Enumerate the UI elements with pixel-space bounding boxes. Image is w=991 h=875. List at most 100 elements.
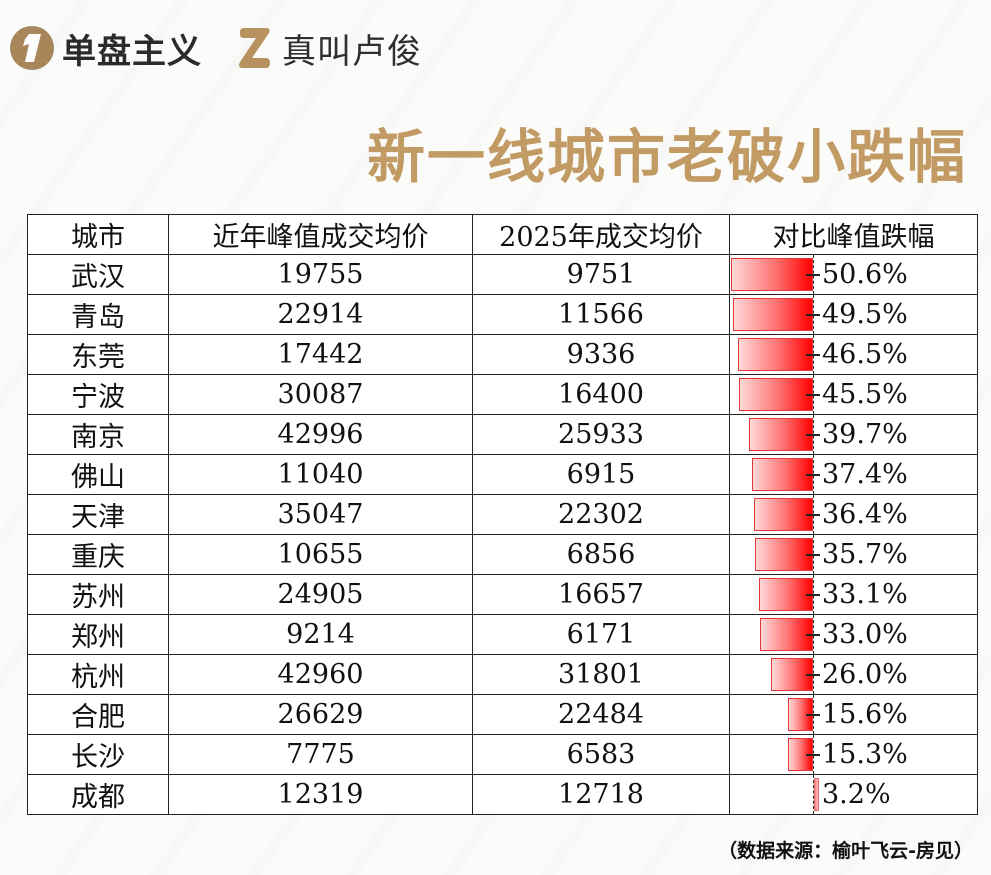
cell-2025-price: 6915 bbox=[472, 454, 730, 495]
minus-sign bbox=[806, 514, 820, 516]
drop-bar bbox=[748, 418, 813, 451]
table-row: 宁波 30087 16400 45.5% bbox=[27, 374, 978, 415]
cell-2025-price: 31801 bbox=[472, 654, 730, 695]
cell-2025-price: 25933 bbox=[472, 414, 730, 455]
cell-2025-price: 9751 bbox=[472, 254, 730, 295]
brand-name-left: 单盘主义 bbox=[62, 31, 202, 72]
drop-bar-cell: 37.4% bbox=[730, 455, 977, 494]
cell-drop-pct: 15.3% bbox=[729, 734, 978, 775]
cell-2025-price: 16657 bbox=[472, 574, 730, 615]
drop-pct-label: 45.5% bbox=[822, 379, 908, 410]
table-row: 青岛 22914 11566 49.5% bbox=[27, 294, 978, 335]
drop-bar bbox=[731, 258, 813, 291]
minus-sign bbox=[806, 754, 820, 756]
table-row: 武汉 19755 9751 50.6% bbox=[27, 254, 978, 295]
cell-peak-price: 7775 bbox=[168, 734, 473, 775]
cell-2025-price: 6171 bbox=[472, 614, 730, 655]
cell-drop-pct: 46.5% bbox=[729, 334, 978, 375]
drop-bar-cell: 45.5% bbox=[730, 375, 977, 414]
cell-peak-price: 17442 bbox=[168, 334, 473, 375]
cell-peak-price: 30087 bbox=[168, 374, 473, 415]
cell-drop-pct: 35.7% bbox=[729, 534, 978, 575]
drop-bar-cell: 36.4% bbox=[730, 495, 977, 534]
page-title: 新一线城市老破小跌幅 bbox=[366, 123, 967, 191]
drop-bar-cell: 15.3% bbox=[730, 735, 977, 774]
cell-2025-price: 16400 bbox=[472, 374, 730, 415]
data-source-note: （数据来源：榆叶飞云-房见） bbox=[718, 840, 973, 862]
minus-sign bbox=[806, 594, 820, 596]
cell-2025-price: 9336 bbox=[472, 334, 730, 375]
drop-pct-label: 15.6% bbox=[822, 699, 908, 730]
table-row: 佛山 11040 6915 37.4% bbox=[27, 454, 978, 495]
drop-bar bbox=[754, 498, 813, 531]
drop-pct-label: 35.7% bbox=[822, 539, 908, 570]
drop-pct-label: 49.5% bbox=[822, 299, 908, 330]
cell-2025-price: 12718 bbox=[472, 774, 730, 815]
drop-pct-label: 15.3% bbox=[822, 739, 908, 770]
drop-pct-label: 3.2% bbox=[822, 779, 891, 810]
cell-city: 天津 bbox=[27, 494, 169, 535]
cell-peak-price: 42996 bbox=[168, 414, 473, 455]
drop-bar bbox=[737, 338, 813, 371]
minus-sign bbox=[806, 474, 820, 476]
cell-city: 东莞 bbox=[27, 334, 169, 375]
cell-peak-price: 12319 bbox=[168, 774, 473, 815]
header-2025-price: 2025年成交均价 bbox=[472, 214, 730, 255]
drop-pct-label: 33.1% bbox=[822, 579, 908, 610]
cell-2025-price: 22302 bbox=[472, 494, 730, 535]
cell-drop-pct: 49.5% bbox=[729, 294, 978, 335]
brand-zhenjiao: 真叫卢俊 bbox=[234, 26, 422, 72]
minus-sign bbox=[806, 354, 820, 356]
cell-peak-price: 24905 bbox=[168, 574, 473, 615]
table-row: 南京 42996 25933 39.7% bbox=[27, 414, 978, 455]
drop-bar-cell: 15.6% bbox=[730, 695, 977, 734]
cell-peak-price: 9214 bbox=[168, 614, 473, 655]
minus-sign bbox=[806, 634, 820, 636]
cell-city: 郑州 bbox=[27, 614, 169, 655]
table-row: 郑州 9214 6171 33.0% bbox=[27, 614, 978, 655]
minus-sign bbox=[806, 274, 820, 276]
drop-bar-cell: 39.7% bbox=[730, 415, 977, 454]
drop-pct-label: 50.6% bbox=[822, 259, 908, 290]
cell-city: 武汉 bbox=[27, 254, 169, 295]
cell-city: 青岛 bbox=[27, 294, 169, 335]
drop-bar-cell: 3.2% bbox=[730, 775, 977, 814]
cell-drop-pct: 36.4% bbox=[729, 494, 978, 535]
cell-city: 重庆 bbox=[27, 534, 169, 575]
cell-drop-pct: 33.1% bbox=[729, 574, 978, 615]
cell-2025-price: 6856 bbox=[472, 534, 730, 575]
zero-axis-line bbox=[813, 775, 814, 814]
drop-bar bbox=[752, 458, 813, 491]
table-row: 合肥 26629 22484 15.6% bbox=[27, 694, 978, 735]
drop-bar-cell: 50.6% bbox=[730, 255, 977, 294]
cell-drop-pct: 3.2% bbox=[729, 774, 978, 815]
cell-peak-price: 26629 bbox=[168, 694, 473, 735]
cell-drop-pct: 33.0% bbox=[729, 614, 978, 655]
table-row: 重庆 10655 6856 35.7% bbox=[27, 534, 978, 575]
cell-drop-pct: 45.5% bbox=[729, 374, 978, 415]
table-row: 天津 35047 22302 36.4% bbox=[27, 494, 978, 535]
drop-bar bbox=[732, 298, 813, 331]
cell-city: 南京 bbox=[27, 414, 169, 455]
drop-bar bbox=[814, 778, 820, 811]
drop-pct-label: 26.0% bbox=[822, 659, 908, 690]
cell-drop-pct: 15.6% bbox=[729, 694, 978, 735]
cell-2025-price: 22484 bbox=[472, 694, 730, 735]
table-row: 杭州 42960 31801 26.0% bbox=[27, 654, 978, 695]
cell-peak-price: 10655 bbox=[168, 534, 473, 575]
header-drop-pct: 对比峰值跌幅 bbox=[729, 214, 978, 255]
table-row: 成都 12319 12718 3.2% bbox=[27, 774, 978, 815]
table-row: 东莞 17442 9336 46.5% bbox=[27, 334, 978, 375]
cell-peak-price: 35047 bbox=[168, 494, 473, 535]
cell-peak-price: 19755 bbox=[168, 254, 473, 295]
cell-drop-pct: 39.7% bbox=[729, 414, 978, 455]
drop-pct-label: 36.4% bbox=[822, 499, 908, 530]
header-city: 城市 bbox=[27, 214, 169, 255]
drop-bar bbox=[739, 378, 813, 411]
drop-bar bbox=[755, 538, 813, 571]
drop-pct-label: 33.0% bbox=[822, 619, 908, 650]
cell-peak-price: 22914 bbox=[168, 294, 473, 335]
cell-city: 长沙 bbox=[27, 734, 169, 775]
drop-bar bbox=[759, 618, 813, 651]
cell-city: 苏州 bbox=[27, 574, 169, 615]
